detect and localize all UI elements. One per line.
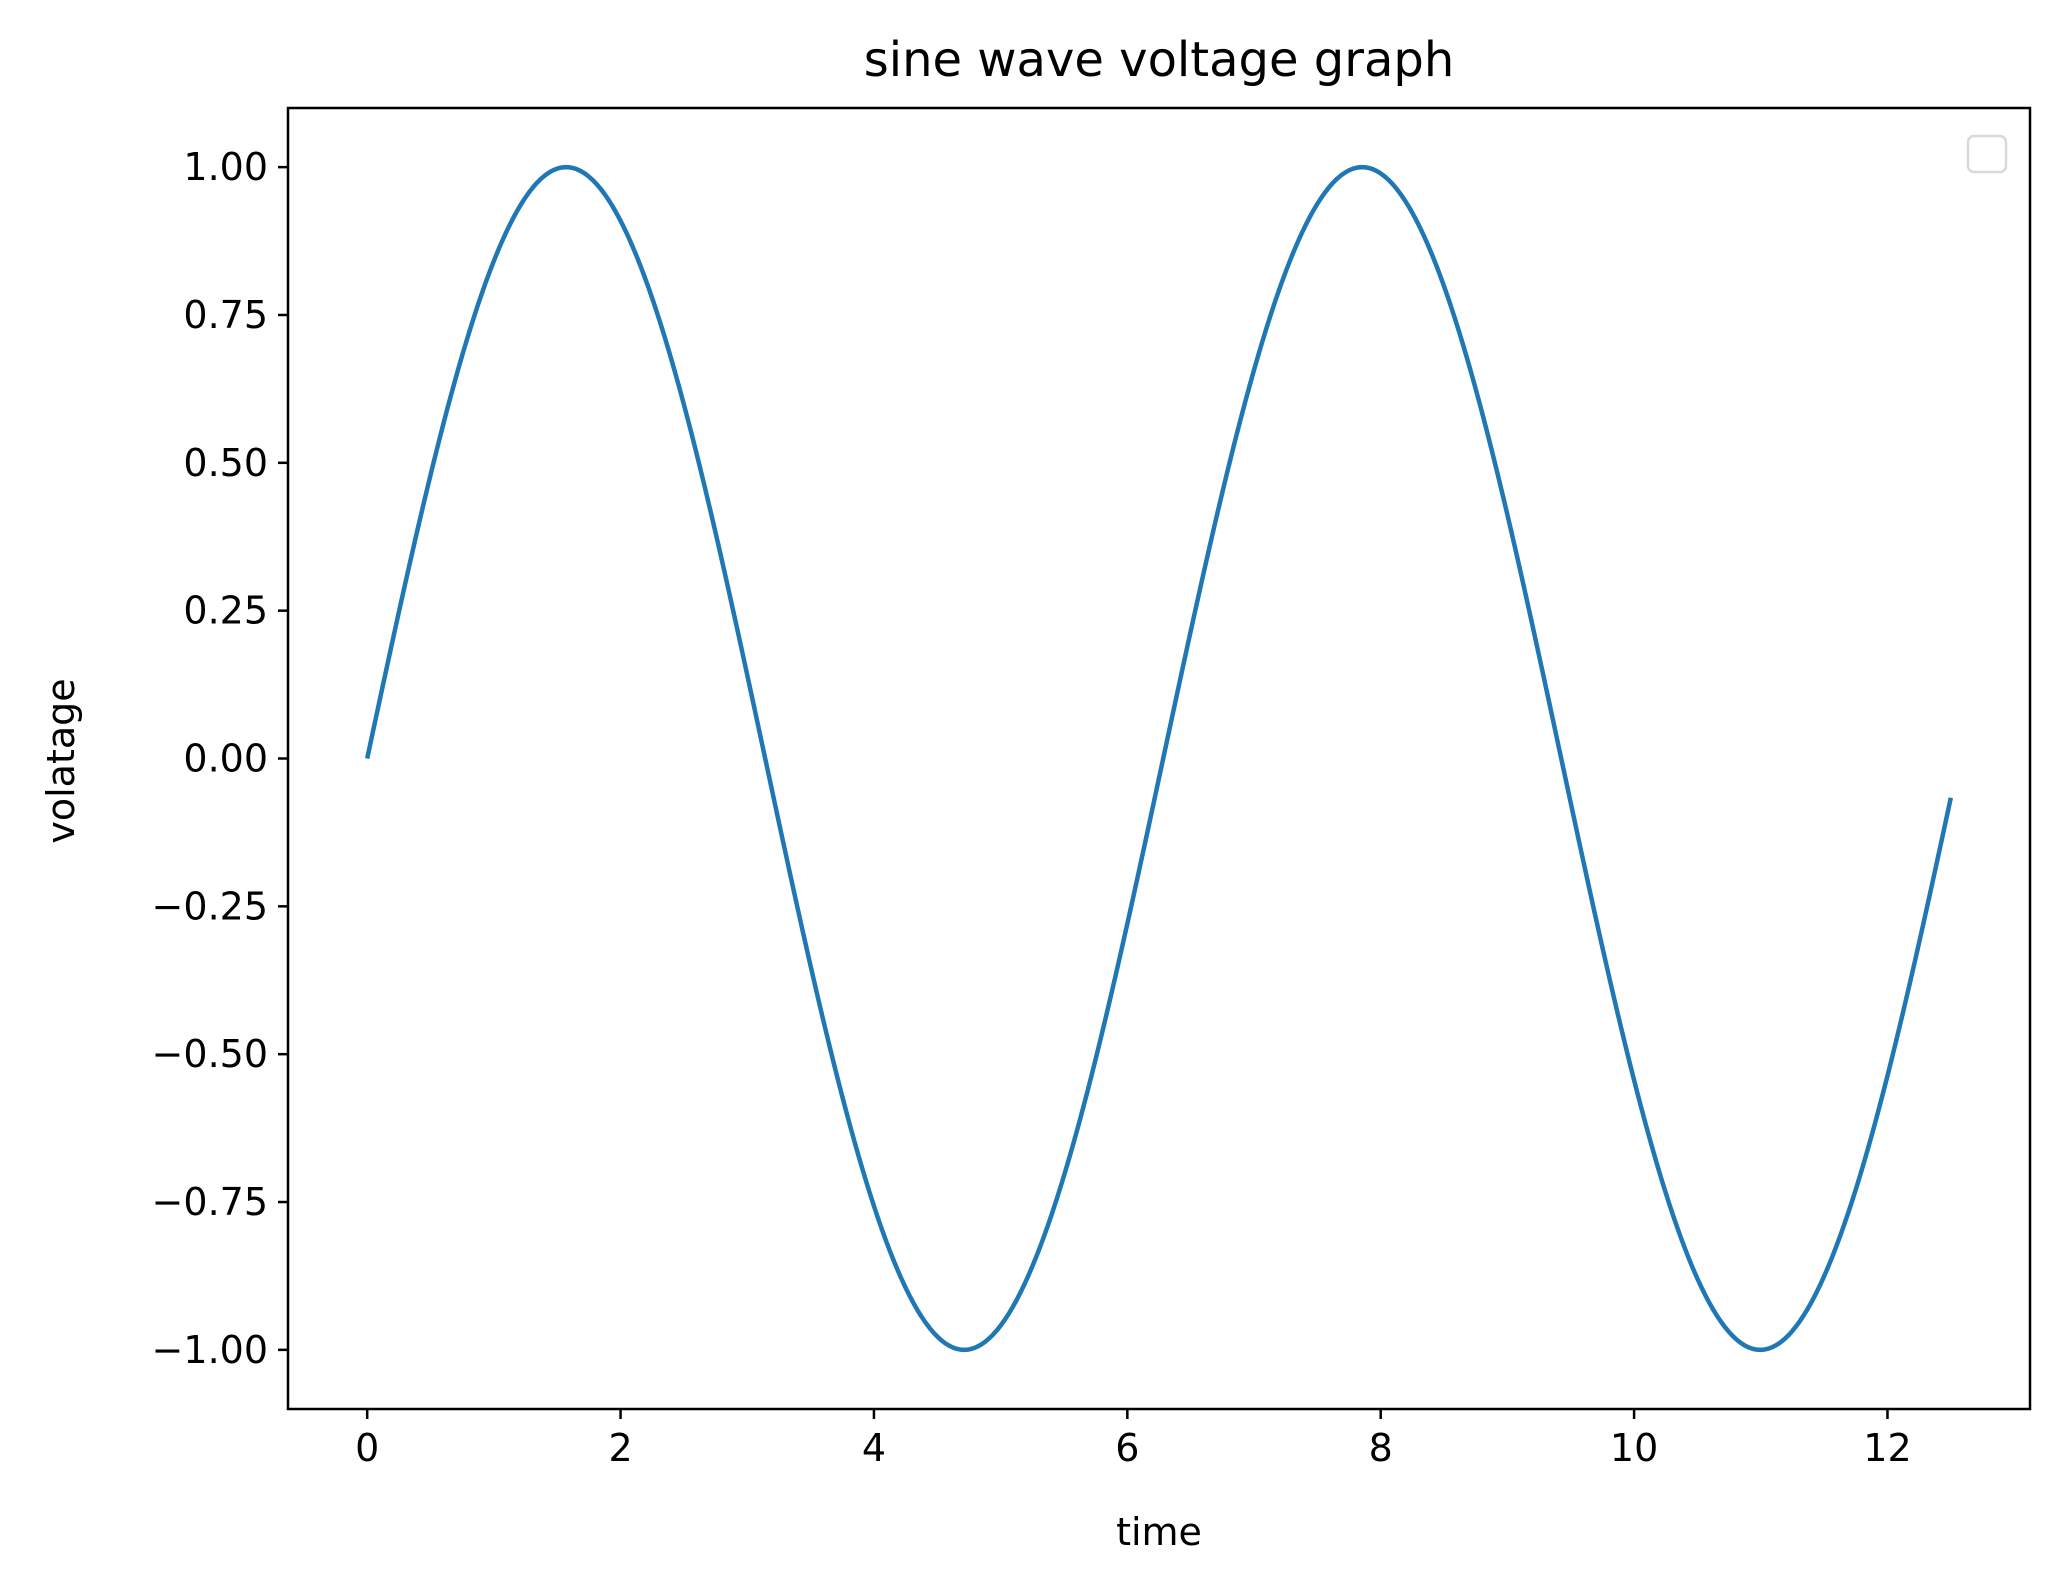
x-tick-label: 8 xyxy=(1369,1426,1393,1470)
y-tick-label: 0.50 xyxy=(183,441,268,485)
y-tick-label: −0.50 xyxy=(152,1032,268,1076)
x-tick-label: 6 xyxy=(1115,1426,1139,1470)
x-tick-label: 4 xyxy=(862,1426,886,1470)
x-tick-label: 2 xyxy=(608,1426,632,1470)
y-tick-label: −0.75 xyxy=(152,1180,268,1224)
legend xyxy=(1966,134,2008,174)
x-tick-label: 0 xyxy=(355,1426,379,1470)
y-tick-label: −0.25 xyxy=(152,884,268,928)
x-tick-label: 10 xyxy=(1610,1426,1658,1470)
y-tick-label: 0.00 xyxy=(183,737,268,781)
x-tick-label: 12 xyxy=(1863,1426,1911,1470)
legend-box xyxy=(1966,134,2008,174)
x-axis-label: time xyxy=(1116,1510,1202,1554)
y-tick-label: −1.00 xyxy=(152,1328,268,1372)
y-tick-label: 0.75 xyxy=(183,293,268,337)
plot-layer xyxy=(364,164,1954,1353)
ticks-layer: 0 2 4 6 8 10 12 1.00 0.75 0.50 0.25 0.00 −0.25 −0.50 −… xyxy=(152,145,1912,1470)
y-tick-label: 1.00 xyxy=(183,145,268,189)
chart-title: sine wave voltage graph xyxy=(864,32,1455,88)
y-tick-label: 0.25 xyxy=(183,589,268,633)
y-axis-label: volatage xyxy=(39,678,83,843)
series-line-0 xyxy=(364,164,1954,1353)
